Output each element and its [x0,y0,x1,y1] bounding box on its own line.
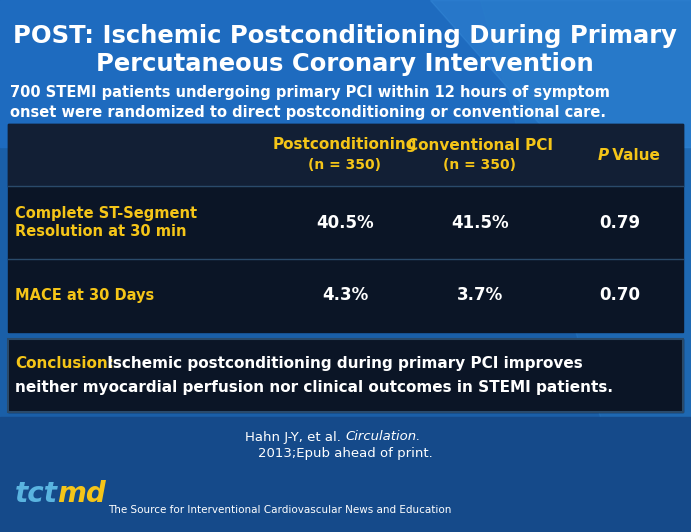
Text: neither myocardial perfusion nor clinical outcomes in STEMI patients.: neither myocardial perfusion nor clinica… [15,380,613,395]
Text: Postconditioning: Postconditioning [273,137,417,153]
Text: Percutaneous Coronary Intervention: Percutaneous Coronary Intervention [96,52,594,76]
Text: Conclusion:: Conclusion: [15,356,114,371]
Text: The Source for Interventional Cardiovascular News and Education: The Source for Interventional Cardiovasc… [108,505,451,515]
Text: Circulation.: Circulation. [345,430,420,444]
Text: 700 STEMI patients undergoing primary PCI within 12 hours of symptom: 700 STEMI patients undergoing primary PC… [10,85,610,99]
Text: Complete ST-Segment: Complete ST-Segment [15,206,197,221]
Text: (n = 350): (n = 350) [444,158,516,172]
Bar [8,339,683,412]
Text: Resolution at 30 min: Resolution at 30 min [15,224,187,239]
Polygon shape [430,0,691,147]
Bar [8,124,683,332]
Text: P: P [598,147,609,162]
Text: POST: Ischemic Postconditioning During Primary: POST: Ischemic Postconditioning During P… [13,24,677,48]
Text: 40.5%: 40.5% [316,213,374,231]
Text: 0.70: 0.70 [600,287,641,304]
Bar [0,0,691,147]
Text: Hahn J-Y, et al.: Hahn J-Y, et al. [245,430,345,444]
Text: Ischemic postconditioning during primary PCI improves: Ischemic postconditioning during primary… [102,356,583,371]
Text: 2013;Epub ahead of print.: 2013;Epub ahead of print. [258,447,433,461]
Bar [0,417,691,532]
Bar [8,339,683,412]
Text: 3.7%: 3.7% [457,287,503,304]
Polygon shape [480,0,691,417]
Text: Conventional PCI: Conventional PCI [407,137,553,153]
Text: (n = 350): (n = 350) [308,158,381,172]
Text: 4.3%: 4.3% [322,287,368,304]
Text: MACE at 30 Days: MACE at 30 Days [15,288,154,303]
Text: 41.5%: 41.5% [451,213,509,231]
Text: md: md [57,480,106,508]
Text: Value: Value [607,147,660,162]
Bar [8,124,683,186]
Text: tct: tct [15,480,58,508]
Text: 0.79: 0.79 [599,213,641,231]
Text: onset were randomized to direct postconditioning or conventional care.: onset were randomized to direct postcond… [10,104,606,120]
